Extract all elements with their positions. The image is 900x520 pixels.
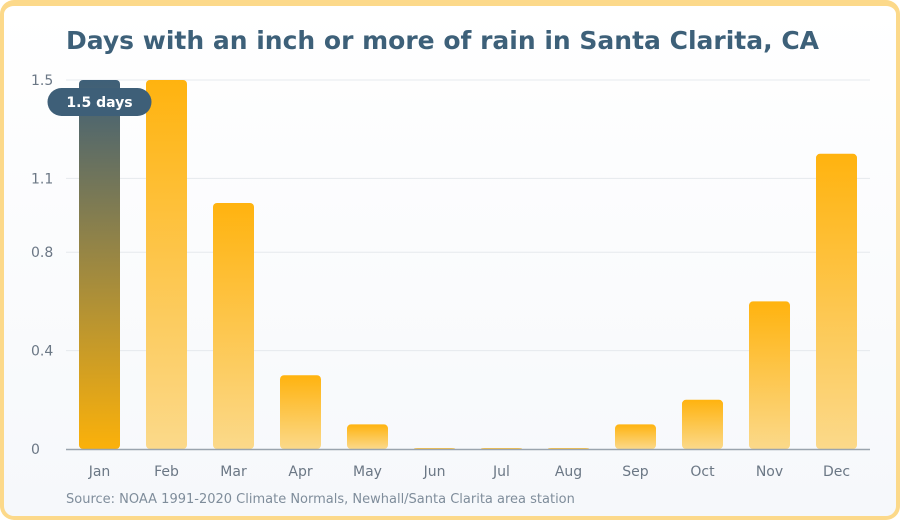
x-tick-label: May xyxy=(353,464,382,480)
chart-title: Days with an inch or more of rain in San… xyxy=(66,26,820,55)
bars xyxy=(79,80,857,450)
x-tick-label: Mar xyxy=(220,464,247,480)
bar-mar xyxy=(213,203,254,449)
x-tick-label: Apr xyxy=(288,464,312,480)
y-tick-label: 0.8 xyxy=(31,245,53,261)
bar-nov xyxy=(749,301,790,449)
y-tick-label: 0 xyxy=(31,442,40,458)
bar-apr xyxy=(280,375,321,449)
grid-lines xyxy=(66,79,870,352)
x-tick-label: Jun xyxy=(423,464,446,480)
x-tick-label: Feb xyxy=(154,464,179,480)
bar-sep xyxy=(615,424,656,449)
x-tick-label: Aug xyxy=(555,464,582,480)
chart-source-note: Source: NOAA 1991-2020 Climate Normals, … xyxy=(66,492,575,507)
callout-label: 1.5 days xyxy=(66,95,132,111)
y-tick-label: 1.5 xyxy=(31,73,53,89)
callout: 1.5 days xyxy=(47,88,152,116)
bar-feb xyxy=(146,80,187,449)
bar-oct xyxy=(682,399,723,449)
bar-dec xyxy=(816,153,857,450)
tick-labels: 0 0.4 0.8 1.1 1.5 Jan Feb Mar Apr May Jun Jul Aug Sep… xyxy=(31,73,850,480)
highlight-callout: 1.5 days xyxy=(47,88,152,116)
callout-pill xyxy=(47,88,152,116)
bar-jan xyxy=(79,80,120,449)
x-tick-label: Sep xyxy=(622,464,649,480)
x-tick-label: Oct xyxy=(690,464,715,480)
bar-may xyxy=(347,424,388,449)
x-tick-label: Jul xyxy=(492,464,510,480)
x-tick-label: Nov xyxy=(756,464,783,480)
x-tick-label: Dec xyxy=(823,464,850,480)
bar-chart: 0 0.4 0.8 1.1 1.5 Jan Feb Mar Apr May Jun Jul Aug Sep… xyxy=(31,73,870,480)
x-tick-label: Jan xyxy=(88,464,111,480)
y-tick-label: 1.1 xyxy=(31,171,53,187)
y-tick-label: 0.4 xyxy=(31,344,53,360)
